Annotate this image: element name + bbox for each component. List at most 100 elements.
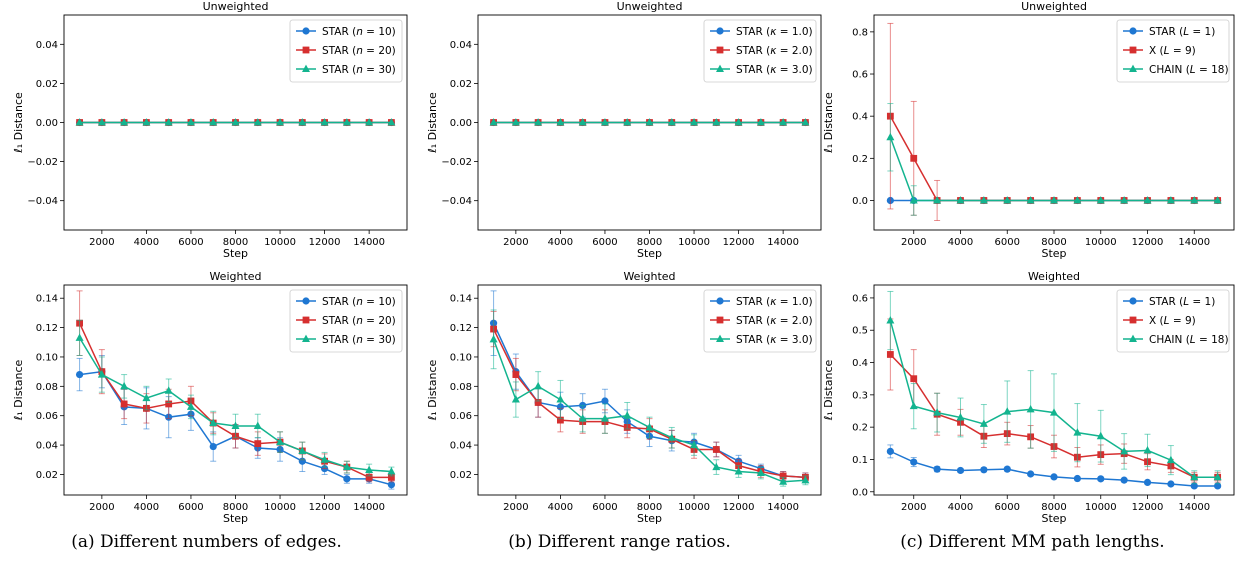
data-point bbox=[645, 118, 654, 126]
data-point bbox=[909, 401, 918, 410]
data-point bbox=[1026, 196, 1035, 204]
legend-marker bbox=[716, 334, 724, 342]
y-tick-label: −0.04 bbox=[27, 196, 58, 207]
data-point bbox=[933, 196, 942, 204]
panel-1: Unweighted −0.04 −0.02 0.00 0.02 0.04 2000 4000… bbox=[12, 0, 408, 260]
data-point bbox=[1073, 474, 1081, 483]
data-point bbox=[1190, 196, 1199, 204]
y-tick-label: 0.06 bbox=[450, 411, 472, 422]
legend-marker bbox=[716, 64, 724, 72]
x-tick-label: 8000 bbox=[1041, 502, 1066, 513]
x-tick-label: 4000 bbox=[548, 502, 573, 513]
data-point bbox=[534, 399, 542, 406]
data-point bbox=[320, 118, 329, 126]
x-tick-label: 6000 bbox=[592, 502, 617, 513]
data-point bbox=[1190, 472, 1199, 481]
y-axis-label: ℓ₁ Distance bbox=[822, 360, 835, 422]
data-point bbox=[186, 402, 195, 410]
data-point bbox=[933, 465, 941, 473]
legend-marker bbox=[1129, 316, 1137, 324]
data-point bbox=[578, 118, 587, 126]
y-tick-label: 0.08 bbox=[36, 382, 58, 393]
figure-canvas: Unweighted −0.04 −0.02 0.00 0.02 0.04 2000 4000… bbox=[12, 0, 1235, 525]
x-tick-label: 14000 bbox=[353, 237, 385, 248]
x-tick-label: 12000 bbox=[1132, 502, 1164, 513]
legend-marker bbox=[302, 46, 310, 54]
data-point bbox=[164, 386, 173, 394]
data-point bbox=[756, 118, 765, 126]
x-axis-label: Step bbox=[223, 247, 248, 260]
y-tick-label: 0.02 bbox=[450, 470, 472, 481]
y-tick-label: 0.04 bbox=[450, 441, 472, 452]
x-tick-label: 4000 bbox=[948, 237, 973, 248]
data-point bbox=[886, 447, 894, 455]
x-tick-label: 6000 bbox=[178, 237, 203, 248]
data-point bbox=[1120, 196, 1129, 204]
legend-label: STAR (L = 1) bbox=[1149, 26, 1215, 38]
x-tick-label: 6000 bbox=[178, 502, 203, 513]
data-point bbox=[231, 421, 240, 429]
x-tick-label: 2000 bbox=[89, 502, 114, 513]
data-point bbox=[489, 118, 498, 126]
data-point bbox=[343, 475, 351, 483]
legend-marker bbox=[302, 297, 310, 305]
x-tick-label: 8000 bbox=[637, 237, 662, 248]
chart-title: Weighted bbox=[1028, 270, 1080, 283]
legend-label: STAR (n = 20) bbox=[322, 315, 396, 327]
legend: STAR (n = 10) STAR (n = 20) STAR (n = 30) bbox=[289, 289, 403, 353]
legend: STAR (L = 1) X (L = 9) CHAIN (L = 18) bbox=[1116, 289, 1230, 353]
data-point bbox=[756, 468, 765, 476]
chart-title: Weighted bbox=[209, 270, 261, 283]
data-point bbox=[1166, 196, 1175, 204]
data-point bbox=[142, 118, 151, 126]
y-tick-label: 0.8 bbox=[852, 27, 868, 38]
data-point bbox=[512, 371, 520, 378]
data-point bbox=[209, 442, 217, 451]
data-point bbox=[801, 475, 810, 484]
data-point bbox=[956, 196, 965, 204]
data-point bbox=[75, 370, 84, 379]
data-point bbox=[298, 118, 307, 126]
legend-label: STAR (κ = 2.0) bbox=[736, 45, 813, 57]
data-point bbox=[365, 465, 374, 474]
data-point bbox=[142, 393, 151, 402]
y-tick-label: 0.10 bbox=[450, 352, 472, 363]
legend-label: STAR (κ = 2.0) bbox=[736, 315, 813, 327]
x-tick-label: 10000 bbox=[264, 237, 296, 248]
series-3 bbox=[886, 103, 1222, 216]
data-point bbox=[779, 118, 788, 126]
x-tick-label: 10000 bbox=[678, 502, 710, 513]
x-tick-label: 2000 bbox=[89, 237, 114, 248]
legend-label: STAR (n = 30) bbox=[322, 64, 396, 76]
panel-3: Unweighted 0.0 0.2 0.4 0.6 0.8 2000 4000 6000 800… bbox=[822, 0, 1235, 260]
data-point bbox=[801, 118, 810, 126]
data-point bbox=[511, 395, 520, 403]
caption-a: (a) Different numbers of edges. bbox=[71, 532, 342, 552]
data-point bbox=[623, 411, 632, 419]
legend-box bbox=[703, 19, 817, 83]
data-point bbox=[979, 196, 988, 204]
y-tick-label: 0.02 bbox=[36, 470, 58, 481]
panel-2: Unweighted −0.04 −0.02 0.00 0.02 0.04 2000 4000… bbox=[426, 0, 822, 260]
data-point bbox=[886, 132, 895, 141]
data-point bbox=[97, 118, 106, 126]
y-tick-label: 0.0 bbox=[852, 196, 868, 207]
x-tick-label: 4000 bbox=[548, 237, 573, 248]
y-tick-label: 0.5 bbox=[852, 326, 868, 337]
legend-box bbox=[1116, 19, 1230, 83]
data-point bbox=[886, 316, 895, 324]
x-tick-label: 14000 bbox=[1178, 237, 1210, 248]
y-tick-label: 0.10 bbox=[36, 352, 58, 363]
chart-title: Weighted bbox=[623, 270, 675, 283]
data-point bbox=[387, 467, 396, 475]
data-point bbox=[1120, 446, 1129, 455]
legend: STAR (n = 10) STAR (n = 20) STAR (n = 30) bbox=[289, 19, 403, 83]
x-tick-label: 2000 bbox=[503, 502, 528, 513]
legend-label: STAR (n = 10) bbox=[322, 26, 396, 38]
plot-frame bbox=[63, 284, 408, 496]
x-tick-label: 8000 bbox=[1041, 237, 1066, 248]
panel-5: Weighted 0.02 0.04 0.06 0.08 0.10 0.12 0.14 2000… bbox=[426, 270, 822, 525]
data-point bbox=[254, 440, 262, 448]
data-point bbox=[1120, 476, 1128, 484]
data-point bbox=[690, 440, 699, 449]
